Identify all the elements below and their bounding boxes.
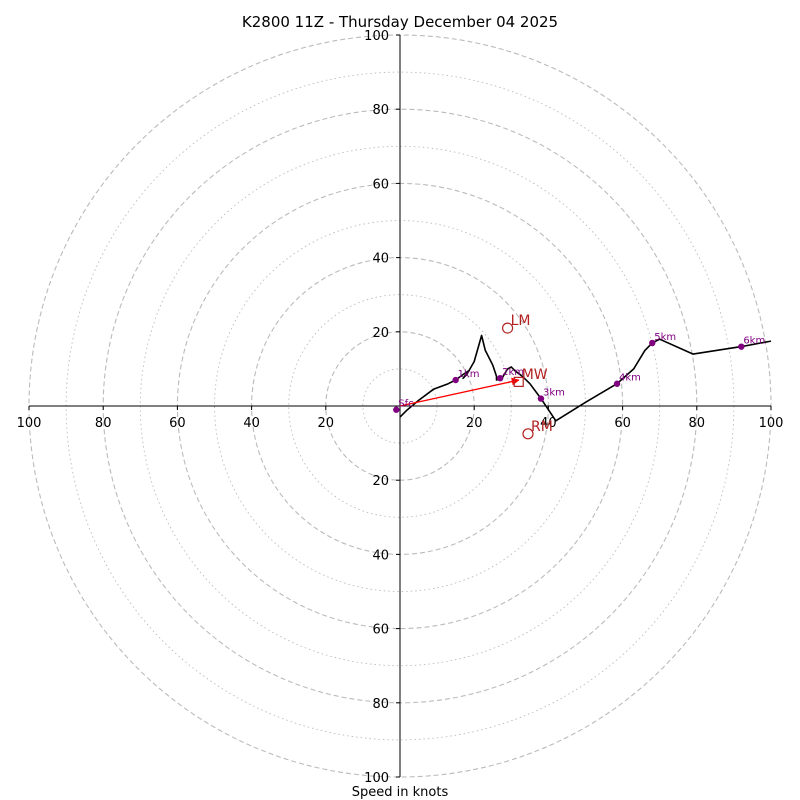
height-marker bbox=[393, 406, 400, 413]
height-marker-label: 3km bbox=[543, 388, 565, 399]
tick-labels: 100 80 60 40 20 20 40 60 80 100 100 80 60 40 20 20 40 60 8… bbox=[17, 29, 784, 786]
height-marker-label: 6km bbox=[743, 336, 765, 347]
height-marker-label: 1km bbox=[458, 369, 480, 380]
y-tick-label: 20 bbox=[372, 326, 389, 341]
y-tick-label: 60 bbox=[372, 623, 389, 638]
rm-marker bbox=[522, 428, 534, 440]
mw-label: MW bbox=[522, 367, 548, 383]
lm-label: LM bbox=[511, 313, 531, 329]
x-tick-label: 80 bbox=[689, 416, 706, 431]
x-tick-label: 80 bbox=[95, 416, 112, 431]
rm-label: RM bbox=[531, 419, 553, 435]
x-tick-label: 100 bbox=[17, 416, 42, 431]
storm-motion: LM MW RM bbox=[399, 313, 553, 440]
x-tick-label: 100 bbox=[759, 416, 784, 431]
y-tick-label: 100 bbox=[364, 29, 389, 44]
lm-marker bbox=[501, 322, 514, 334]
height-marker-label: Sfc bbox=[398, 399, 413, 410]
height-marker bbox=[649, 339, 656, 347]
height-marker-label: 4km bbox=[619, 373, 641, 384]
height-markers: Sfc 1km 2km 3km 4km 5km 6km bbox=[393, 332, 765, 413]
y-tick-label: 100 bbox=[364, 771, 389, 786]
x-axis-label: Speed in knots bbox=[352, 785, 449, 800]
x-tick-label: 40 bbox=[540, 416, 557, 431]
y-tick-label: 60 bbox=[372, 177, 389, 192]
chart-title: K2800 11Z - Thursday December 04 2025 bbox=[242, 13, 558, 31]
y-tick-label: 80 bbox=[372, 697, 389, 712]
y-tick-label: 40 bbox=[372, 548, 389, 563]
height-marker-label: 2km bbox=[502, 367, 524, 378]
hodograph-trace bbox=[399, 334, 772, 422]
y-tick-label: 20 bbox=[372, 474, 389, 489]
x-tick-label: 60 bbox=[614, 416, 631, 431]
height-marker-label: 5km bbox=[654, 332, 676, 343]
x-tick-label: 40 bbox=[243, 416, 260, 431]
height-marker bbox=[738, 343, 745, 350]
mean-wind-marker bbox=[513, 376, 524, 387]
y-tick-label: 80 bbox=[372, 103, 389, 118]
height-marker bbox=[613, 380, 621, 387]
x-tick-label: 20 bbox=[466, 416, 483, 431]
height-marker bbox=[452, 376, 459, 384]
y-tick-label: 40 bbox=[372, 252, 389, 267]
height-marker bbox=[496, 374, 504, 382]
x-tick-label: 60 bbox=[169, 416, 186, 431]
hodograph-line bbox=[399, 334, 772, 422]
x-tick-label: 20 bbox=[318, 416, 335, 431]
height-marker bbox=[537, 395, 545, 402]
storm-motion-arrow bbox=[399, 377, 520, 407]
